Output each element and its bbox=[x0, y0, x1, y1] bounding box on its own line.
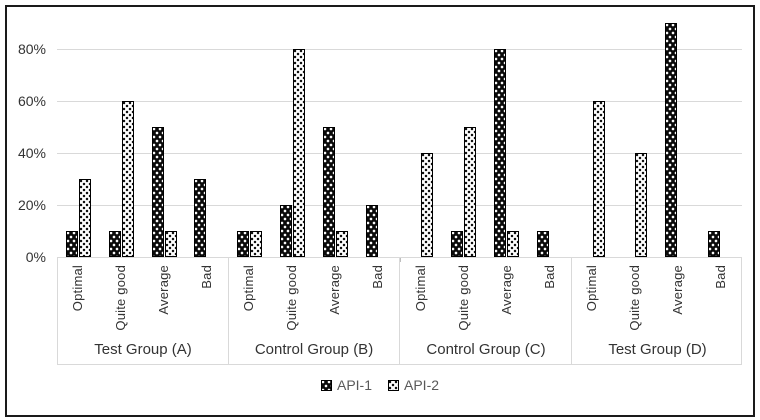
bar-api-1-bad-group1 bbox=[365, 205, 378, 257]
category-label-quite-good: Quite good bbox=[113, 265, 128, 331]
bar-api-2-quite-good-group0 bbox=[121, 101, 134, 257]
bar-api-1-quite-good-group2 bbox=[451, 231, 464, 257]
group-cell-1: Optimal Quite good Average Bad Control Group… bbox=[229, 258, 400, 364]
chart-frame: 0% 20% 40% 60% 80% Optimal Quite good Average B… bbox=[5, 5, 755, 417]
bar-api-1-optimal-group1 bbox=[237, 231, 250, 257]
gridline-80 bbox=[57, 48, 742, 50]
y-tick-label-80: 80% bbox=[17, 41, 46, 57]
group-label-3: Test Group (D) bbox=[608, 341, 707, 358]
axis-tick bbox=[400, 257, 401, 262]
gridline-60 bbox=[57, 100, 742, 102]
y-tick-label-60: 60% bbox=[17, 93, 46, 109]
category-label-bad: Bad bbox=[370, 265, 385, 289]
bar-api-2-average-group2 bbox=[507, 231, 520, 257]
bar-api-1-optimal-group0 bbox=[65, 231, 78, 257]
category-label-quite-good: Quite good bbox=[284, 265, 299, 331]
category-label-quite-good: Quite good bbox=[456, 265, 471, 331]
gridline-20 bbox=[57, 204, 742, 206]
y-axis: 0% 20% 40% 60% 80% bbox=[7, 23, 49, 265]
group-label-1: Control Group (B) bbox=[254, 341, 374, 358]
bar-api-1-average-group1 bbox=[322, 127, 335, 257]
y-tick-label-40: 40% bbox=[17, 145, 46, 161]
bar-api-2-optimal-group1 bbox=[250, 231, 263, 257]
bar-api-2-quite-good-group3 bbox=[635, 153, 648, 257]
legend-label-api-2: API-2 bbox=[404, 377, 440, 393]
category-label-optimal: Optimal bbox=[584, 265, 599, 312]
legend: API-1 API-2 bbox=[7, 371, 753, 399]
legend-swatch-api-1-icon bbox=[320, 379, 332, 391]
y-tick-label-0: 0% bbox=[25, 249, 46, 265]
bar-api-2-quite-good-group1 bbox=[292, 49, 305, 257]
bar-api-1-quite-good-group0 bbox=[108, 231, 121, 257]
category-label-bad: Bad bbox=[713, 265, 728, 289]
bar-api-1-average-group0 bbox=[151, 127, 164, 257]
bar-api-2-average-group1 bbox=[335, 231, 348, 257]
legend-item-api-2: API-2 bbox=[388, 377, 439, 393]
gridline-40 bbox=[57, 152, 742, 154]
category-label-average: Average bbox=[156, 265, 171, 315]
bar-api-1-bad-group2 bbox=[536, 231, 549, 257]
bar-api-1-average-group2 bbox=[494, 49, 507, 257]
bar-api-1-bad-group0 bbox=[194, 179, 207, 257]
category-label-average: Average bbox=[327, 265, 342, 315]
category-label-average: Average bbox=[670, 265, 685, 315]
category-label-average: Average bbox=[499, 265, 514, 315]
bar-api-2-quite-good-group2 bbox=[464, 127, 477, 257]
bar-api-2-optimal-group0 bbox=[78, 179, 91, 257]
bar-api-2-optimal-group2 bbox=[421, 153, 434, 257]
group-label-0: Test Group (A) bbox=[94, 341, 192, 358]
group-cell-3: Optimal Quite good Average Bad Test Group (D… bbox=[572, 258, 743, 364]
legend-label-api-1: API-1 bbox=[336, 377, 372, 393]
category-label-bad: Bad bbox=[199, 265, 214, 289]
plot-area bbox=[57, 23, 742, 262]
y-tick-label-20: 20% bbox=[17, 197, 46, 213]
bar-api-2-optimal-group3 bbox=[592, 101, 605, 257]
legend-swatch-api-2-icon bbox=[388, 379, 399, 391]
bar-api-2-average-group0 bbox=[164, 231, 177, 257]
legend-item-api-1: API-1 bbox=[320, 377, 372, 393]
bar-api-1-bad-group3 bbox=[708, 231, 721, 257]
category-axis: Optimal Quite good Average Bad Test Group (A… bbox=[57, 257, 742, 365]
category-label-optimal: Optimal bbox=[413, 265, 428, 312]
group-cell-0: Optimal Quite good Average Bad Test Group (A… bbox=[58, 258, 229, 364]
bar-api-1-quite-good-group1 bbox=[279, 205, 292, 257]
category-label-optimal: Optimal bbox=[70, 265, 85, 312]
group-cell-2: Optimal Quite good Average Bad Control Group… bbox=[401, 258, 572, 364]
category-label-optimal: Optimal bbox=[241, 265, 256, 312]
bar-api-1-average-group3 bbox=[665, 23, 678, 257]
category-label-quite-good: Quite good bbox=[627, 265, 642, 331]
category-label-bad: Bad bbox=[542, 265, 557, 289]
group-label-2: Control Group (C) bbox=[426, 341, 546, 358]
